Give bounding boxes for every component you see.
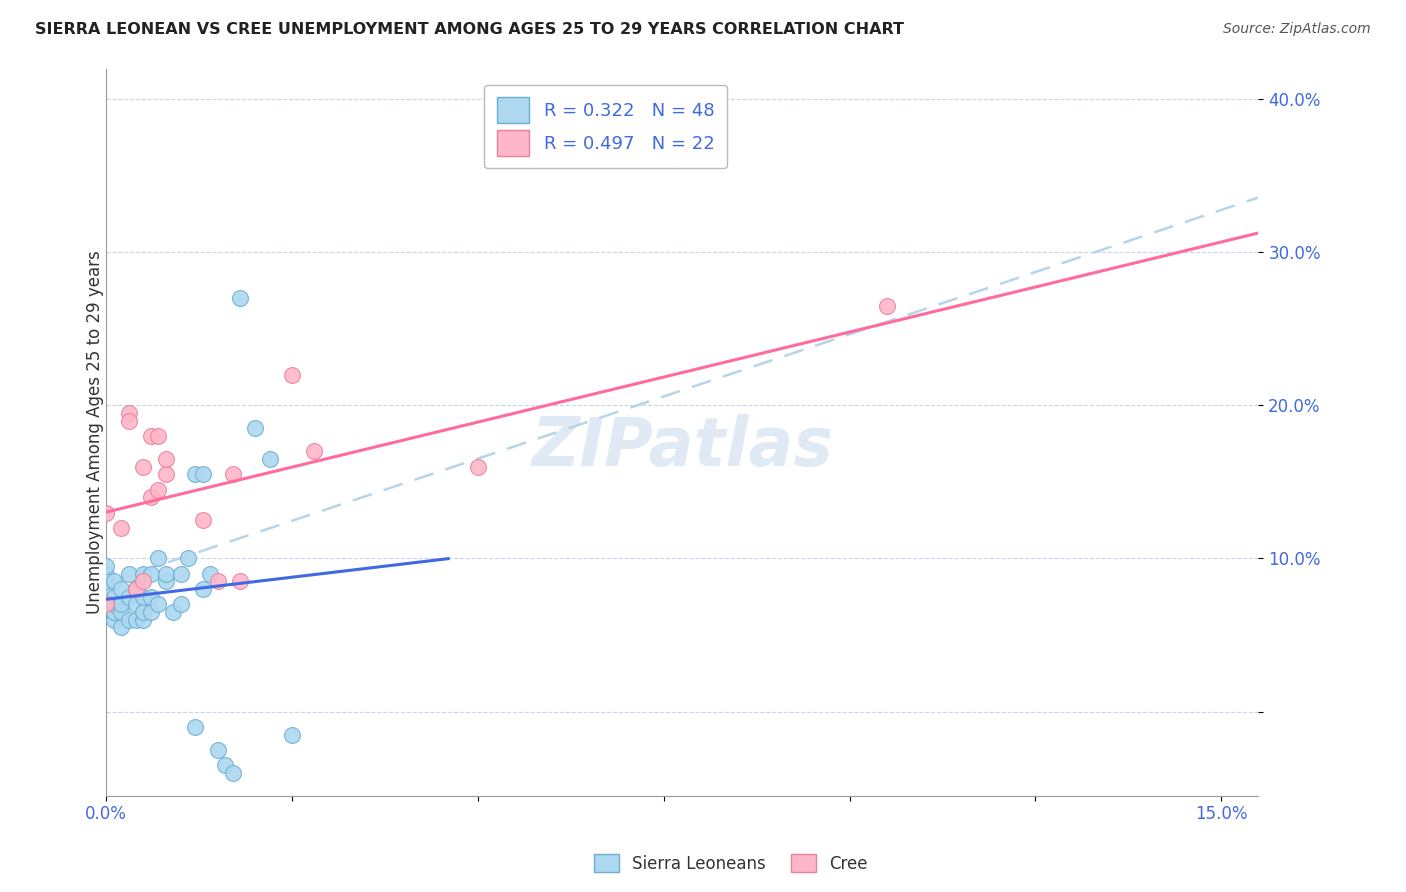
Text: SIERRA LEONEAN VS CREE UNEMPLOYMENT AMONG AGES 25 TO 29 YEARS CORRELATION CHART: SIERRA LEONEAN VS CREE UNEMPLOYMENT AMON… bbox=[35, 22, 904, 37]
Point bbox=[96, 566, 118, 581]
Point bbox=[169, 598, 191, 612]
Point bbox=[191, 513, 214, 527]
Point bbox=[96, 598, 118, 612]
Point bbox=[148, 598, 170, 612]
Point bbox=[110, 582, 132, 596]
Point bbox=[96, 582, 118, 596]
Point bbox=[243, 421, 266, 435]
Point bbox=[281, 727, 304, 741]
Point bbox=[229, 574, 252, 589]
Point bbox=[96, 559, 118, 574]
Point bbox=[132, 613, 155, 627]
Point bbox=[304, 444, 326, 458]
Point bbox=[155, 467, 177, 482]
Point bbox=[259, 451, 281, 466]
Point bbox=[184, 720, 207, 734]
Point bbox=[876, 299, 898, 313]
Point bbox=[103, 605, 125, 619]
Point bbox=[125, 598, 148, 612]
Point bbox=[125, 582, 148, 596]
Point bbox=[132, 574, 155, 589]
Point bbox=[110, 620, 132, 634]
Point bbox=[110, 598, 132, 612]
Point bbox=[103, 613, 125, 627]
Point bbox=[117, 406, 139, 420]
Point bbox=[177, 551, 200, 566]
Point bbox=[467, 459, 489, 474]
Point bbox=[155, 566, 177, 581]
Point bbox=[148, 551, 170, 566]
Point bbox=[191, 582, 214, 596]
Point bbox=[132, 590, 155, 604]
Point bbox=[117, 613, 139, 627]
Point bbox=[103, 590, 125, 604]
Point bbox=[117, 414, 139, 428]
Point bbox=[125, 582, 148, 596]
Point bbox=[169, 566, 191, 581]
Point bbox=[162, 605, 184, 619]
Point bbox=[191, 467, 214, 482]
Point bbox=[139, 605, 162, 619]
Point bbox=[221, 765, 243, 780]
Point bbox=[139, 490, 162, 504]
Point bbox=[155, 574, 177, 589]
Point bbox=[184, 467, 207, 482]
Point bbox=[132, 605, 155, 619]
Point bbox=[281, 368, 304, 382]
Point bbox=[155, 451, 177, 466]
Point bbox=[96, 598, 118, 612]
Point bbox=[148, 429, 170, 443]
Point bbox=[139, 429, 162, 443]
Point bbox=[207, 743, 229, 757]
Point bbox=[110, 605, 132, 619]
Point bbox=[139, 566, 162, 581]
Point bbox=[148, 483, 170, 497]
Point bbox=[96, 506, 118, 520]
Point bbox=[96, 574, 118, 589]
Point bbox=[139, 590, 162, 604]
Point bbox=[117, 566, 139, 581]
Y-axis label: Unemployment Among Ages 25 to 29 years: Unemployment Among Ages 25 to 29 years bbox=[86, 251, 104, 614]
Point bbox=[214, 758, 236, 772]
Point bbox=[207, 574, 229, 589]
Point bbox=[132, 566, 155, 581]
Point bbox=[103, 574, 125, 589]
Point bbox=[125, 613, 148, 627]
Text: Source: ZipAtlas.com: Source: ZipAtlas.com bbox=[1223, 22, 1371, 37]
Point bbox=[132, 459, 155, 474]
Point bbox=[110, 521, 132, 535]
Point bbox=[200, 566, 222, 581]
Legend: R = 0.322   N = 48, R = 0.497   N = 22: R = 0.322 N = 48, R = 0.497 N = 22 bbox=[484, 85, 727, 169]
Legend: Sierra Leoneans, Cree: Sierra Leoneans, Cree bbox=[588, 847, 875, 880]
Point bbox=[117, 590, 139, 604]
Point bbox=[103, 598, 125, 612]
Text: ZIPatlas: ZIPatlas bbox=[531, 414, 834, 480]
Point bbox=[96, 598, 118, 612]
Point bbox=[229, 291, 252, 305]
Point bbox=[221, 467, 243, 482]
